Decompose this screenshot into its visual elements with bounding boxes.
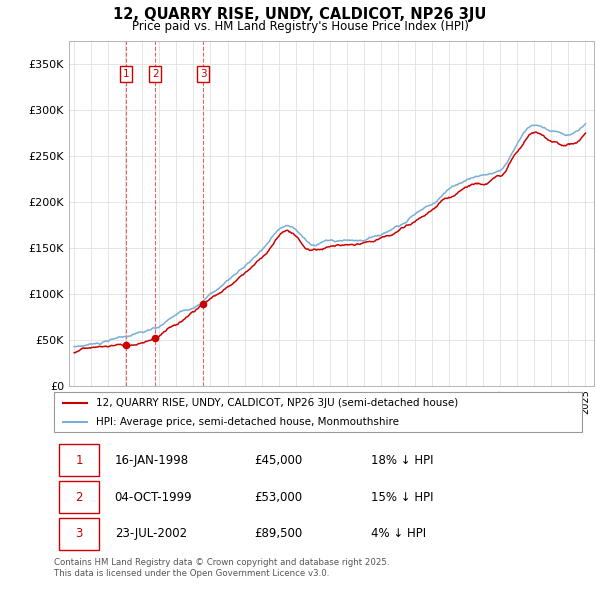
- Text: £45,000: £45,000: [254, 454, 303, 467]
- Text: 04-OCT-1999: 04-OCT-1999: [115, 490, 193, 504]
- Text: Contains HM Land Registry data © Crown copyright and database right 2025.
This d: Contains HM Land Registry data © Crown c…: [54, 558, 389, 578]
- Text: 16-JAN-1998: 16-JAN-1998: [115, 454, 189, 467]
- Text: 15% ↓ HPI: 15% ↓ HPI: [371, 490, 433, 504]
- Text: 23-JUL-2002: 23-JUL-2002: [115, 527, 187, 540]
- FancyBboxPatch shape: [54, 392, 582, 432]
- Text: 1: 1: [76, 454, 83, 467]
- Text: 2: 2: [152, 69, 158, 79]
- Text: 12, QUARRY RISE, UNDY, CALDICOT, NP26 3JU (semi-detached house): 12, QUARRY RISE, UNDY, CALDICOT, NP26 3J…: [96, 398, 458, 408]
- Text: Price paid vs. HM Land Registry's House Price Index (HPI): Price paid vs. HM Land Registry's House …: [131, 20, 469, 33]
- Text: 3: 3: [200, 69, 206, 79]
- Text: 4% ↓ HPI: 4% ↓ HPI: [371, 527, 426, 540]
- Text: 2: 2: [76, 490, 83, 504]
- FancyBboxPatch shape: [59, 481, 99, 513]
- FancyBboxPatch shape: [59, 518, 99, 550]
- Text: 3: 3: [76, 527, 83, 540]
- Text: 1: 1: [122, 69, 129, 79]
- Text: £89,500: £89,500: [254, 527, 303, 540]
- FancyBboxPatch shape: [59, 444, 99, 476]
- Text: 18% ↓ HPI: 18% ↓ HPI: [371, 454, 433, 467]
- Text: 12, QUARRY RISE, UNDY, CALDICOT, NP26 3JU: 12, QUARRY RISE, UNDY, CALDICOT, NP26 3J…: [113, 7, 487, 22]
- Text: HPI: Average price, semi-detached house, Monmouthshire: HPI: Average price, semi-detached house,…: [96, 417, 399, 427]
- Text: £53,000: £53,000: [254, 490, 303, 504]
